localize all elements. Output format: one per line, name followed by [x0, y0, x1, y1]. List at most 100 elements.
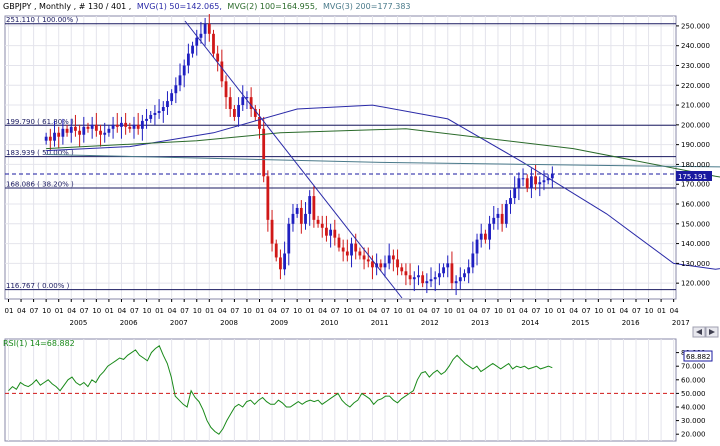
rsi-tick-label: 70.000 — [681, 363, 706, 371]
year-label: 2017 — [672, 319, 690, 327]
candle-body — [74, 126, 77, 131]
candle-body — [166, 101, 169, 108]
month-tick-label: 01 — [356, 307, 365, 315]
chevron-right-icon — [709, 329, 715, 335]
candle-body — [362, 255, 366, 260]
mvg100-line — [46, 128, 720, 178]
candle-body — [107, 128, 111, 133]
candle-body — [504, 204, 508, 224]
month-tick-label: 10 — [243, 307, 252, 315]
year-label: 2013 — [471, 319, 489, 327]
candle-body — [446, 263, 450, 268]
scroll-right-button[interactable] — [705, 326, 719, 338]
candle-body — [153, 112, 157, 115]
mvg3-legend: MVG(3) 200=177.383 — [323, 2, 411, 11]
rsi-plot-area — [4, 338, 677, 442]
candle-body — [400, 267, 404, 272]
candle-body — [371, 261, 374, 268]
month-tick-label: 07 — [130, 307, 139, 315]
month-tick-label: 04 — [67, 307, 76, 315]
mvg50-line — [46, 104, 720, 270]
candle-body — [325, 227, 328, 236]
candle-body — [488, 223, 491, 240]
candle-body — [329, 229, 333, 236]
candle-body — [471, 253, 475, 268]
rsi-tick-label: 40.000 — [681, 404, 706, 412]
candle-body — [161, 107, 165, 111]
month-tick-label: 04 — [670, 307, 679, 315]
month-tick-label: 10 — [293, 307, 302, 315]
candle-body — [283, 253, 286, 270]
candle-body — [391, 255, 395, 260]
candle-body — [61, 128, 65, 137]
price-tick-label: 130.000 — [681, 260, 710, 268]
month-tick-label: 10 — [444, 307, 453, 315]
year-label: 2016 — [622, 319, 640, 327]
month-tick-label: 01 — [5, 307, 14, 315]
candle-body — [320, 223, 324, 228]
year-label: 2010 — [321, 319, 339, 327]
candle-body — [308, 196, 312, 214]
month-tick-label: 04 — [218, 307, 227, 315]
candle-body — [429, 279, 433, 282]
price-tick-label: 180.000 — [681, 161, 710, 169]
month-tick-label: 04 — [519, 307, 528, 315]
scroll-left-button[interactable] — [692, 326, 706, 338]
candle-body — [140, 120, 144, 129]
month-tick-label: 01 — [607, 307, 616, 315]
year-label: 2009 — [270, 319, 288, 327]
candle-body — [479, 233, 483, 240]
candle-body — [546, 178, 550, 181]
candle-body — [199, 33, 203, 38]
candle-body — [345, 251, 349, 256]
month-tick-label: 04 — [17, 307, 26, 315]
month-tick-label: 04 — [368, 307, 377, 315]
mvg1-legend: MVG(1) 50=142.065, — [137, 2, 222, 11]
candle-body — [530, 176, 533, 189]
candle-body — [417, 275, 420, 278]
chevron-left-icon — [696, 329, 702, 335]
month-tick-label: 01 — [456, 307, 465, 315]
mvg200-line — [46, 154, 720, 168]
candle-body — [379, 263, 383, 268]
year-label: 2008 — [220, 319, 238, 327]
rsi-series — [5, 345, 676, 435]
candle-body — [90, 124, 94, 129]
candle-body — [337, 237, 341, 248]
candle-body — [291, 213, 295, 224]
month-tick-label: 04 — [619, 307, 628, 315]
candle-body — [149, 114, 153, 119]
candle-body — [333, 229, 337, 238]
month-tick-label: 07 — [80, 307, 89, 315]
candle-body — [279, 257, 282, 270]
month-tick-label: 04 — [268, 307, 277, 315]
candle-body — [421, 275, 425, 284]
candle-body — [103, 132, 107, 135]
month-tick-label: 10 — [645, 307, 654, 315]
candle-body — [521, 178, 525, 180]
candle-body — [233, 109, 236, 117]
price-tick-label: 230.000 — [681, 62, 710, 70]
candle-body — [99, 130, 102, 135]
candle-body — [509, 198, 512, 205]
candle-body — [237, 105, 240, 117]
candle-body — [517, 178, 521, 189]
candle-body — [450, 263, 454, 284]
month-tick-label: 04 — [117, 307, 126, 315]
rsi-tick-label: 30.000 — [681, 417, 706, 425]
candle-body — [454, 281, 458, 284]
candle-body — [387, 255, 391, 264]
candle-body — [262, 128, 266, 177]
candle-body — [437, 273, 441, 278]
month-tick-label: 01 — [205, 307, 214, 315]
candle-body — [287, 223, 291, 254]
month-tick-label: 01 — [406, 307, 415, 315]
candle-body — [270, 219, 274, 244]
month-tick-label: 10 — [343, 307, 352, 315]
candle-body — [44, 136, 48, 141]
candle-body — [366, 259, 370, 262]
month-tick-label: 04 — [419, 307, 428, 315]
candle-body — [496, 213, 500, 218]
candle-body — [124, 122, 128, 127]
